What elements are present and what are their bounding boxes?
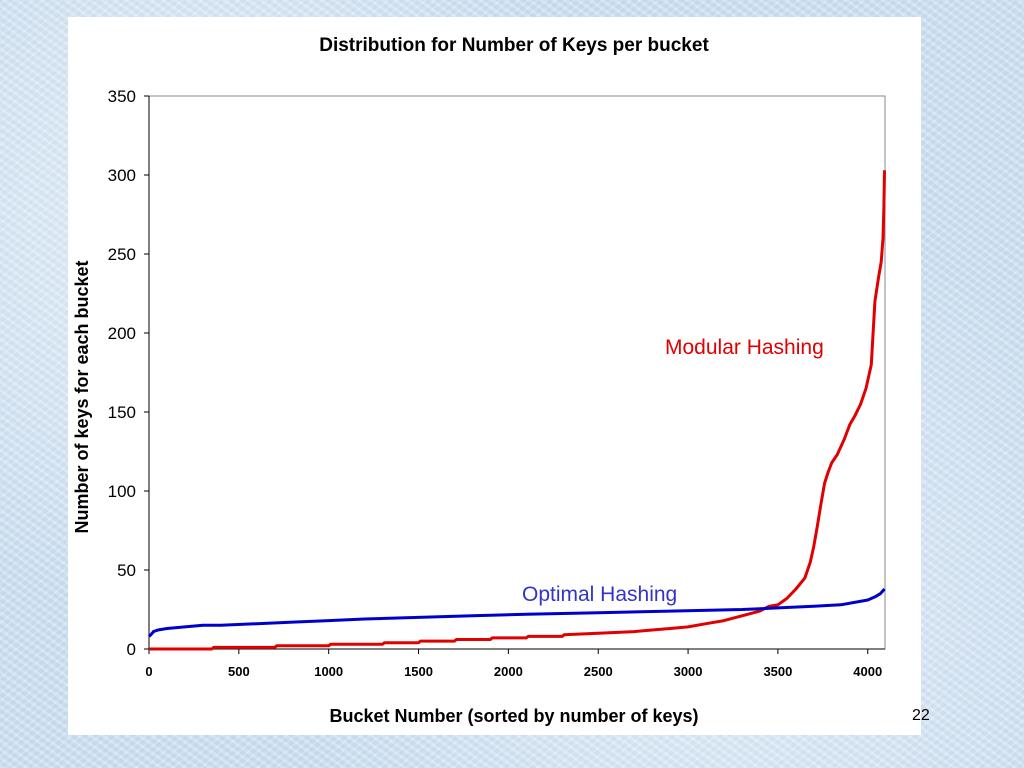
x-tick-label: 3500: [763, 664, 792, 679]
x-tick-label: 4000: [853, 664, 882, 679]
modular-hashing-label: Modular Hashing: [665, 336, 824, 359]
plot-frame: [148, 95, 886, 650]
y-tick-label: 200: [108, 324, 136, 343]
page-number: 22: [912, 707, 930, 724]
chart-svg: Distribution for Number of Keys per buck…: [72, 35, 886, 726]
x-tick-label: 1500: [404, 664, 433, 679]
modular-hashing-line: [149, 170, 886, 651]
y-axis-title: Number of keys for each bucket: [72, 260, 92, 533]
x-tick-label: 2000: [494, 664, 523, 679]
x-tick-label: 3000: [674, 664, 703, 679]
y-tick-label: 250: [108, 245, 136, 264]
x-tick-label: 0: [145, 664, 152, 679]
y-tick-label: 100: [108, 482, 136, 501]
chart-panel: Distribution for Number of Keys per buck…: [68, 17, 921, 735]
optimal-hashing-label: Optimal Hashing: [522, 583, 677, 606]
y-tick-label: 50: [117, 561, 136, 580]
x-ticks: 0 500 1000 1500 2000 2500 3000 3500 4000: [145, 649, 882, 679]
optimal-hashing-line: [148, 588, 886, 638]
x-axis-title: Bucket Number (sorted by number of keys): [329, 706, 698, 726]
y-tick-label: 300: [108, 166, 136, 185]
y-tick-label: 150: [108, 403, 136, 422]
y-tick-label: 350: [108, 87, 136, 106]
y-ticks: 0 50 100 150 200 250 300 350: [108, 87, 149, 659]
x-tick-label: 500: [228, 664, 250, 679]
x-tick-label: 2500: [584, 664, 613, 679]
chart-title: Distribution for Number of Keys per buck…: [319, 35, 709, 56]
y-tick-label: 0: [127, 640, 136, 659]
plot-area: 0 50 100 150 200 250 300 350 0 500 1000 1500 2000 25…: [108, 87, 886, 679]
x-tick-label: 1000: [314, 664, 343, 679]
series-group: [148, 170, 886, 651]
